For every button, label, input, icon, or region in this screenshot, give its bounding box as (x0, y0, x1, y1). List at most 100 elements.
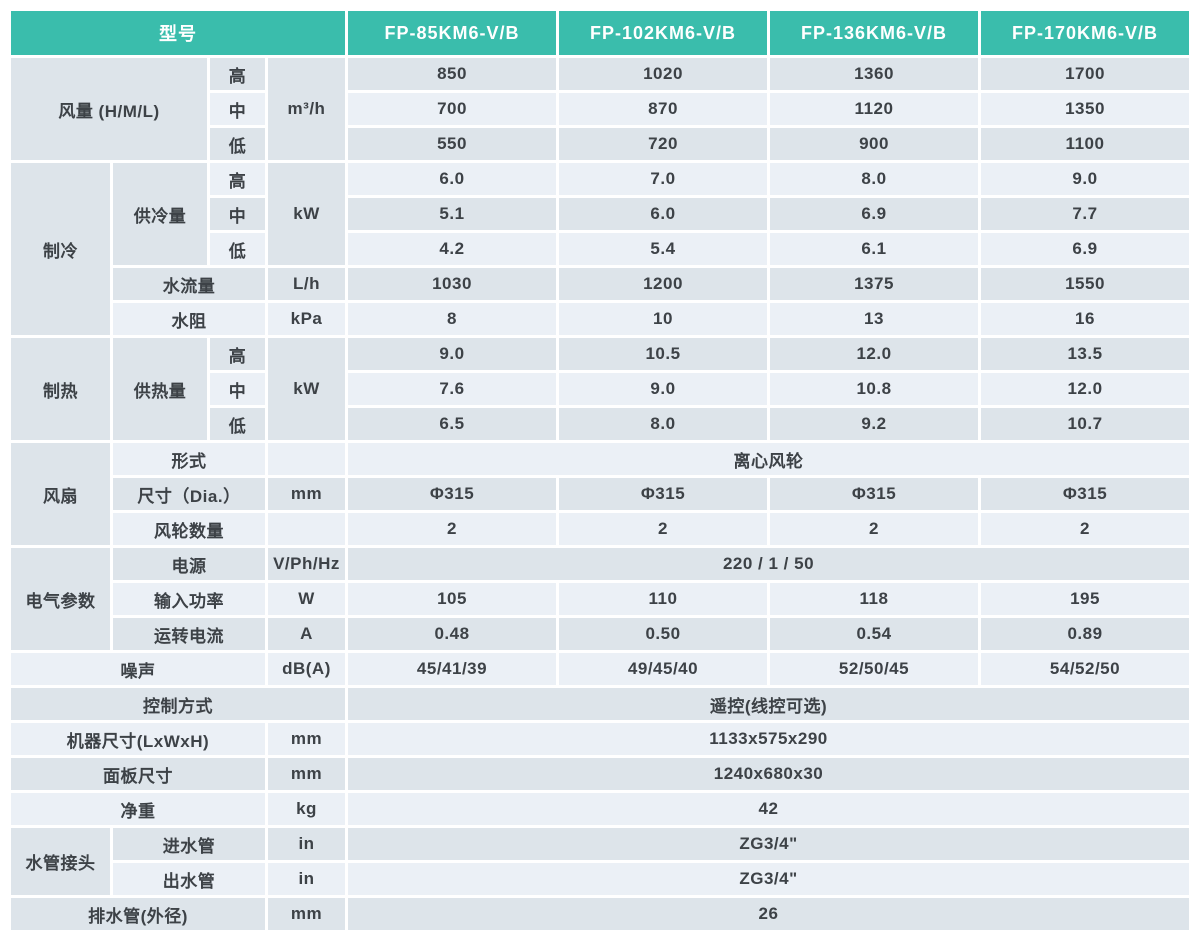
table-row: 风量 (H/M/L) 高 m³/h 850 1020 1360 1700 (8, 55, 1192, 163)
value-cell: 0.50 (556, 615, 770, 653)
value-cell: 2 (767, 510, 981, 548)
unit-cell: V/Ph/Hz (265, 545, 348, 583)
water-flow-label: 水流量 (110, 265, 268, 303)
value-cell-span: 42 (345, 790, 1192, 828)
level-cell: 低 (207, 125, 268, 163)
unit-cell: L/h (265, 265, 348, 303)
table-row: 运转电流 A 0.48 0.50 0.54 0.89 (10, 615, 1192, 653)
value-cell: 8.0 (556, 405, 770, 443)
value-cell: 900 (767, 125, 981, 163)
model-col-header: FP-170KM6-V/B (978, 8, 1192, 58)
value-cell: 5.4 (556, 230, 770, 268)
value-cell: 870 (556, 90, 770, 128)
unit-cell (265, 510, 348, 548)
value-cell: 1100 (978, 125, 1192, 163)
unit-cell: mm (265, 475, 348, 513)
value-cell-span: ZG3/4" (345, 860, 1192, 898)
panel-dimensions-label: 面板尺寸 (8, 755, 268, 793)
value-cell: 12.0 (978, 370, 1192, 408)
table-row: 风轮数量 2 2 2 2 (10, 510, 1192, 548)
unit-cell: dB(A) (265, 650, 348, 688)
value-cell: Φ315 (767, 475, 981, 513)
value-cell: 1700 (978, 55, 1192, 93)
table-row: 出水管 in ZG3/4" (10, 860, 1192, 898)
unit-cell: in (265, 825, 348, 863)
table-row: 水流量 L/h 1030 1200 1375 1550 (10, 265, 1192, 303)
value-cell: 5.1 (345, 195, 559, 233)
value-cell: 52/50/45 (767, 650, 981, 688)
table-row: 水阻 kPa 8 10 13 16 (10, 300, 1192, 338)
unit-cell: mm (265, 720, 348, 758)
table-row: 中 7.6 9.0 10.8 12.0 (10, 370, 1192, 408)
value-cell: 1350 (978, 90, 1192, 128)
drain-pipe-label: 排水管(外径) (8, 895, 268, 933)
power-supply-label: 电源 (110, 545, 268, 583)
value-cell: 8 (345, 300, 559, 338)
value-cell: 720 (556, 125, 770, 163)
table-row: 中 700 870 1120 1350 (10, 90, 1192, 128)
unit-cell: m³/h (265, 55, 348, 163)
cooling-capacity-label: 供冷量 (110, 160, 210, 268)
unit-cell: in (265, 860, 348, 898)
value-cell: 1375 (767, 265, 981, 303)
level-cell: 中 (207, 370, 268, 408)
table-row: 尺寸（Dia.） mm Φ315 Φ315 Φ315 Φ315 (10, 475, 1192, 513)
level-cell: 高 (207, 55, 268, 93)
input-power-label: 输入功率 (110, 580, 268, 618)
table-row: 噪声 dB(A) 45/41/39 49/45/40 52/50/45 54/5… (8, 650, 1192, 688)
value-cell: 9.0 (978, 160, 1192, 198)
value-cell: 0.89 (978, 615, 1192, 653)
value-cell-span: 26 (345, 895, 1192, 933)
value-cell: 12.0 (767, 335, 981, 373)
table-row: 水管接头 进水管 in ZG3/4" (8, 825, 1192, 898)
outlet-pipe-label: 出水管 (110, 860, 268, 898)
value-cell: Φ315 (556, 475, 770, 513)
unit-cell: mm (265, 895, 348, 933)
value-cell: 7.0 (556, 160, 770, 198)
value-cell: 1200 (556, 265, 770, 303)
table-row: 净重 kg 42 (8, 790, 1192, 828)
electrical-section-label: 电气参数 (8, 545, 113, 653)
value-cell: 1120 (767, 90, 981, 128)
spec-table: 型号 FP-85KM6-V/B FP-102KM6-V/B FP-136KM6-… (8, 8, 1192, 933)
value-cell: 54/52/50 (978, 650, 1192, 688)
value-cell: 0.48 (345, 615, 559, 653)
value-cell: 6.0 (556, 195, 770, 233)
value-cell: 105 (345, 580, 559, 618)
model-col-header: FP-102KM6-V/B (556, 8, 770, 58)
value-cell: 6.9 (978, 230, 1192, 268)
unit-cell: mm (265, 755, 348, 793)
value-cell-span: 遥控(线控可选) (345, 685, 1192, 723)
unit-cell: A (265, 615, 348, 653)
value-cell: 6.0 (345, 160, 559, 198)
value-cell: 118 (767, 580, 981, 618)
value-cell: 9.0 (345, 335, 559, 373)
value-cell: 2 (978, 510, 1192, 548)
value-cell-span: 1240x680x30 (345, 755, 1192, 793)
heating-capacity-label: 供热量 (110, 335, 210, 443)
value-cell: 1360 (767, 55, 981, 93)
value-cell: 6.5 (345, 405, 559, 443)
value-cell: 6.1 (767, 230, 981, 268)
value-cell: 550 (345, 125, 559, 163)
value-cell: 10.7 (978, 405, 1192, 443)
fan-size-label: 尺寸（Dia.） (110, 475, 268, 513)
level-cell: 中 (207, 195, 268, 233)
value-cell: 6.9 (767, 195, 981, 233)
level-cell: 高 (207, 335, 268, 373)
value-cell: 2 (345, 510, 559, 548)
value-cell: 1020 (556, 55, 770, 93)
value-cell: 7.7 (978, 195, 1192, 233)
model-header-label: 型号 (8, 8, 348, 58)
net-weight-label: 净重 (8, 790, 268, 828)
value-cell: 0.54 (767, 615, 981, 653)
value-cell: Φ315 (345, 475, 559, 513)
noise-label: 噪声 (8, 650, 268, 688)
heating-section-label: 制热 (8, 335, 113, 443)
running-current-label: 运转电流 (110, 615, 268, 653)
unit-cell: W (265, 580, 348, 618)
model-col-header: FP-85KM6-V/B (345, 8, 559, 58)
table-row: 低 6.5 8.0 9.2 10.7 (10, 405, 1192, 443)
model-col-header: FP-136KM6-V/B (767, 8, 981, 58)
value-cell: 7.6 (345, 370, 559, 408)
